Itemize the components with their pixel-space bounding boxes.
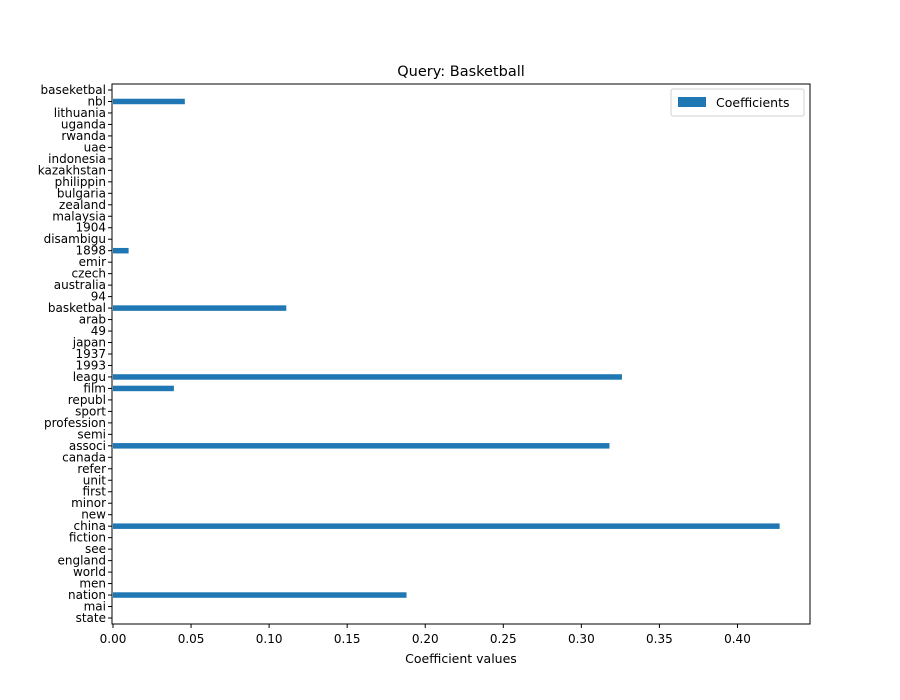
x-tick-label: 0.00 [100,632,127,646]
bar-nation [113,592,407,598]
y-tick-label: mai [84,600,106,614]
y-tick-label: 1898 [75,244,106,258]
y-tick-label: unit [83,473,107,487]
y-tick-label: new [81,508,106,522]
x-axis-label: Coefficient values [405,651,517,666]
x-tick-label: 0.25 [490,632,517,646]
legend-swatch [678,97,706,107]
y-tick-label: 49 [91,324,106,338]
y-tick-label: semi [77,427,106,441]
bars-group [113,98,780,598]
y-tick-label: disambigu [44,232,106,246]
y-tick-label: nation [68,588,106,602]
y-tick-label: australia [54,278,106,292]
bar-leagu [113,374,622,380]
y-tick-label: 1937 [75,347,106,361]
x-tick-label: 0.10 [256,632,283,646]
y-axis-ticks: baseketbalnbllithuaniaugandarwandauaeind… [38,83,112,625]
y-tick-label: canada [62,450,106,464]
y-tick-label: men [79,577,106,591]
y-tick-label: film [83,381,106,395]
y-tick-label: leagu [73,370,106,384]
y-tick-label: england [57,554,106,568]
x-tick-label: 0.20 [412,632,439,646]
bar-china [113,523,780,529]
y-tick-label: world [73,565,106,579]
y-tick-label: uae [84,140,106,154]
y-tick-label: japan [72,336,106,350]
y-tick-label: minor [71,496,106,510]
legend: Coefficients [670,88,805,117]
y-tick-label: kazakhstan [38,163,106,177]
bar-1898 [113,247,129,254]
x-tick-label: 0.30 [568,632,595,646]
y-tick-label: fiction [69,531,106,545]
bar-film [113,385,174,392]
legend-entry-coefficients: Coefficients [716,95,790,110]
plot-frame [111,83,811,625]
bar-nbl [113,98,185,105]
y-tick-label: indonesia [48,152,106,166]
y-tick-label: profession [44,416,106,430]
chart-title: Query: Basketball [397,64,525,80]
y-tick-label: basketbal [48,301,106,315]
y-tick-label: nbl [87,94,106,108]
y-tick-label: arab [79,313,106,327]
y-tick-label: see [85,542,106,556]
y-tick-label: 94 [91,290,106,304]
y-tick-label: state [76,611,106,625]
x-axis-ticks: 0.00 0.05 0.10 0.15 0.20 0.25 0.30 0.35 0.40 [100,624,751,646]
y-tick-label: emir [79,255,106,269]
y-tick-label: 1993 [75,358,106,372]
y-tick-label: china [74,519,107,533]
x-tick-label: 0.35 [646,632,673,646]
y-tick-label: uganda [61,117,106,131]
x-tick-label: 0.15 [334,632,361,646]
bar-associ [113,443,610,449]
y-tick-label: zealand [59,198,106,212]
y-tick-label: baseketbal [40,83,106,97]
y-tick-label: 1904 [75,221,106,235]
y-tick-label: philippin [55,175,106,189]
y-tick-label: malaysia [52,209,106,223]
y-tick-label: republ [68,393,106,407]
y-tick-label: first [83,485,107,499]
y-tick-label: czech [72,267,106,281]
y-tick-label: sport [75,404,106,418]
y-tick-label: lithuania [54,106,106,120]
y-tick-label: refer [77,462,106,476]
y-tick-label: bulgaria [57,186,106,200]
x-tick-label: 0.05 [178,632,205,646]
y-tick-label: rwanda [61,129,106,143]
bar-basketbal [113,305,287,311]
y-tick-label: associ [69,439,106,453]
x-tick-label: 0.40 [724,632,751,646]
legend-box [670,88,805,117]
